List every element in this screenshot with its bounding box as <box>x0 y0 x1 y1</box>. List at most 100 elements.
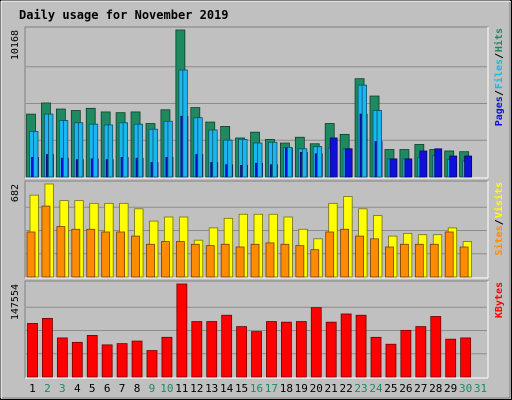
day-label: 10 <box>160 382 173 395</box>
day-label: 12 <box>190 382 203 395</box>
sites-bar <box>146 243 155 278</box>
panel-3: 147554 KBytes <box>10 280 505 379</box>
kbytes-bar <box>176 283 188 378</box>
pages-bar <box>329 137 338 178</box>
sites-bar <box>71 228 81 278</box>
files-bar-overlay <box>122 122 129 178</box>
day-label: 20 <box>310 382 323 395</box>
kbytes-bar <box>266 321 277 378</box>
kbytes-bar <box>86 335 98 378</box>
kbytes-bar <box>27 323 38 378</box>
day-labels: 1 2 3 4 5 6 7 8 9 10 11 12 13 14 15 16 17 18 19 20 21 22 23 24 2… <box>29 382 487 395</box>
files-bar-overlay <box>197 117 203 178</box>
sites-bar <box>235 246 245 278</box>
kbytes-bar <box>325 321 337 378</box>
sites-bar <box>41 205 51 278</box>
day-label: 25 <box>384 382 397 395</box>
kbytes-bar <box>236 326 247 378</box>
sites-bar <box>444 231 454 278</box>
legend-files: Files <box>493 59 505 89</box>
legend-sites: Sites <box>493 225 505 255</box>
kbytes-bar <box>161 336 173 378</box>
sites-bar <box>190 243 200 278</box>
day-label: 23 <box>354 382 367 395</box>
day-label: 3 <box>59 382 66 395</box>
files-bar-overlay <box>301 148 308 178</box>
kbytes-bar <box>370 336 382 378</box>
sites-bar <box>26 231 36 278</box>
legend-visits: Visits <box>493 182 505 218</box>
chart-title: Daily usage for November 2019 <box>19 8 229 22</box>
files-bar-overlay <box>212 129 218 178</box>
files-bar-overlay <box>48 113 54 178</box>
panel-1: 10168 Hits/Files/Pages <box>10 26 505 179</box>
day-label: 29 <box>444 382 457 395</box>
kbytes-bar <box>131 340 143 378</box>
day-label: 27 <box>414 382 427 395</box>
legend-pages: Pages <box>494 96 505 126</box>
kbytes-bar <box>191 321 203 378</box>
day-label: 17 <box>265 382 278 395</box>
pages-bar <box>449 155 458 178</box>
sites-bar <box>414 243 424 278</box>
kbytes-bar <box>295 321 307 378</box>
kbytes-bar <box>385 343 397 378</box>
files-bar-overlay <box>152 128 158 178</box>
kbytes-bar <box>101 344 113 378</box>
legend-separator: / <box>494 219 505 225</box>
day-label: 31 <box>474 382 487 395</box>
legend-kbytes: KBytes <box>494 282 505 318</box>
day-label: 6 <box>104 382 111 395</box>
sites-bar <box>131 235 140 278</box>
sites-bar <box>459 246 469 278</box>
pages-bar <box>419 150 428 178</box>
y-max-tick-label: 682 <box>10 184 21 202</box>
day-label: 11 <box>175 382 188 395</box>
files-bar-overlay <box>361 84 367 178</box>
day-label: 21 <box>325 382 338 395</box>
day-label: 14 <box>220 382 234 395</box>
files-bar-overlay <box>137 123 143 178</box>
day-label: 26 <box>399 382 412 395</box>
day-label: 8 <box>134 382 141 395</box>
pages-bar <box>464 155 473 178</box>
sites-bar <box>161 241 170 278</box>
sites-bar <box>385 246 394 278</box>
pages-bar <box>434 148 443 178</box>
day-label: 18 <box>280 382 293 395</box>
panel-2: 682 Visits/Sites <box>10 180 505 279</box>
files-bar-overlay <box>107 124 114 178</box>
bars <box>26 183 473 278</box>
legend: KBytes <box>494 282 505 318</box>
kbytes-bar <box>355 314 367 378</box>
sites-bar <box>399 243 409 278</box>
day-label: 5 <box>89 382 96 395</box>
day-label: 2 <box>44 382 51 395</box>
files-bar-overlay <box>316 146 323 178</box>
kbytes-bar <box>56 337 68 378</box>
kbytes-bar <box>146 350 158 378</box>
kbytes-bar <box>206 321 218 378</box>
kbytes-bar <box>42 317 53 378</box>
pages-bar <box>344 148 353 178</box>
sites-bar <box>86 228 96 278</box>
day-label: 22 <box>339 382 352 395</box>
files-bar-overlay <box>77 122 84 178</box>
day-label: 9 <box>149 382 156 395</box>
sites-bar <box>116 231 126 278</box>
day-label: 16 <box>250 382 263 395</box>
pages-bar <box>404 158 413 178</box>
day-label: 30 <box>459 382 472 395</box>
sites-bar <box>370 238 379 278</box>
y-max-tick-label: 147554 <box>10 284 21 320</box>
kbytes-bar <box>251 331 262 378</box>
legend-hits: Hits <box>493 28 505 52</box>
day-label: 15 <box>235 382 248 395</box>
legend: Hits/Files/Pages <box>493 28 505 126</box>
files-bar-overlay <box>376 110 382 178</box>
kbytes-bar <box>116 343 128 378</box>
sites-bar <box>250 243 260 278</box>
sites-bar <box>325 231 335 278</box>
